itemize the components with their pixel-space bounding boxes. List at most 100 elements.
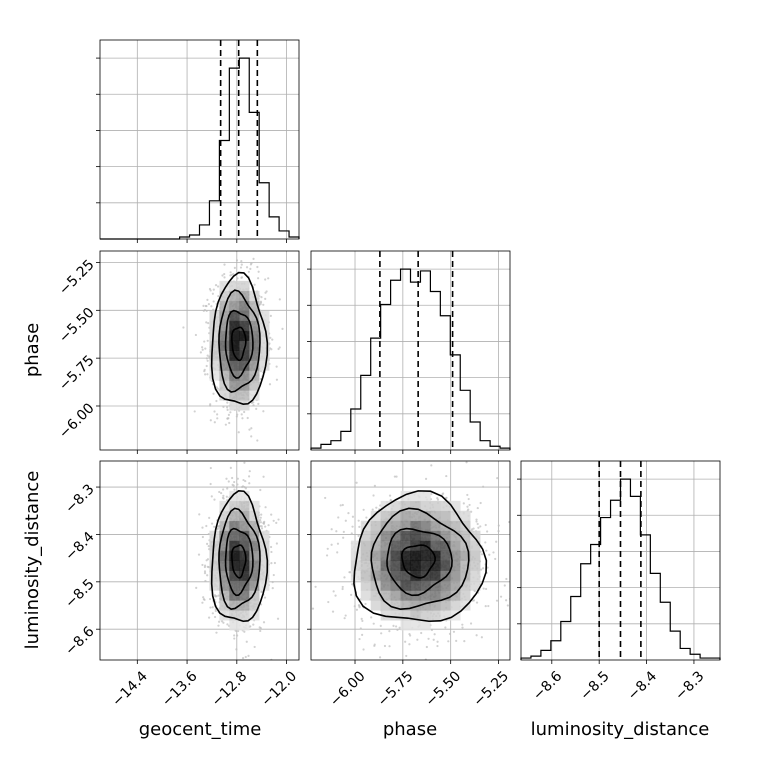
- sample-point: [475, 520, 478, 523]
- density-cell: [249, 590, 260, 601]
- sample-point: [275, 521, 278, 525]
- density-cell: [219, 580, 230, 591]
- sample-point: [256, 439, 259, 442]
- contour-level-2: [386, 527, 453, 597]
- density-cell: [229, 290, 240, 302]
- sample-point: [222, 494, 225, 497]
- sample-point: [477, 526, 480, 529]
- sample-point: [380, 632, 383, 635]
- sample-point: [358, 606, 361, 609]
- sample-point: [508, 520, 510, 524]
- sample-point: [447, 640, 450, 643]
- sample-point: [247, 270, 250, 273]
- sample-point: [209, 482, 212, 486]
- density-cell: [209, 550, 220, 561]
- sample-point: [276, 617, 280, 620]
- sample-point: [255, 407, 258, 410]
- sample-point: [244, 655, 247, 659]
- density-cell: [410, 600, 421, 611]
- sample-point: [270, 550, 273, 554]
- sample-point: [357, 519, 360, 522]
- sample-point: [201, 535, 204, 539]
- axes-frame: [310, 460, 511, 661]
- sample-point: [269, 347, 272, 350]
- sample-point: [365, 516, 368, 519]
- sample-point: [202, 596, 205, 599]
- density-cell: [380, 570, 391, 581]
- contour-level-1: [231, 326, 247, 362]
- histogram-geocent-time: [96, 39, 300, 243]
- sample-point: [205, 321, 208, 324]
- sample-point: [350, 532, 353, 535]
- sample-point: [264, 291, 267, 294]
- sample-point: [270, 562, 273, 565]
- sample-point: [241, 485, 244, 489]
- sample-point: [236, 634, 239, 637]
- sample-point: [195, 586, 198, 589]
- sample-point: [325, 554, 329, 557]
- density-cell: [420, 500, 431, 512]
- sample-point: [250, 435, 253, 438]
- sample-point: [445, 496, 448, 499]
- density-cell: [400, 530, 411, 541]
- sample-point: [388, 494, 392, 497]
- sample-point: [455, 639, 458, 643]
- sample-point: [476, 522, 479, 526]
- density-cell: [440, 580, 451, 591]
- sample-point: [217, 624, 220, 627]
- density-cell: [460, 540, 471, 551]
- sample-point: [357, 534, 360, 537]
- sample-point: [262, 410, 265, 413]
- density-cell: [219, 390, 230, 401]
- sample-point: [215, 631, 218, 634]
- sample-point: [226, 487, 229, 490]
- sample-point: [220, 491, 223, 495]
- sample-point: [240, 413, 243, 416]
- sample-point: [355, 481, 358, 484]
- density-cell: [209, 560, 220, 571]
- sample-point: [231, 476, 234, 480]
- density-cell: [259, 550, 270, 561]
- sample-point: [462, 502, 465, 505]
- sample-point: [233, 637, 236, 640]
- sample-point: [503, 584, 506, 587]
- sample-point: [205, 309, 208, 313]
- density-cell: [229, 600, 240, 611]
- density-cell: [350, 540, 362, 551]
- sample-point: [213, 594, 217, 597]
- density-cell: [430, 580, 441, 591]
- sample-point: [252, 623, 255, 626]
- sample-point: [197, 553, 201, 556]
- sample-point: [482, 587, 485, 590]
- density-cell: [370, 540, 381, 551]
- density-cell: [249, 390, 260, 401]
- sample-point: [327, 600, 330, 604]
- sample-point: [332, 590, 335, 593]
- sample-point: [233, 634, 236, 637]
- sample-point: [204, 347, 207, 350]
- density-cell: [440, 530, 451, 541]
- sample-point: [264, 506, 267, 509]
- density-cell: [410, 570, 421, 581]
- sample-point: [360, 617, 363, 621]
- density-cell: [370, 590, 381, 601]
- sample-point: [213, 615, 217, 619]
- sample-point: [211, 292, 214, 295]
- density-cell: [470, 540, 481, 551]
- sample-point: [480, 636, 483, 639]
- sample-point: [250, 262, 253, 265]
- sample-point: [237, 431, 240, 434]
- sample-point: [461, 623, 464, 626]
- sample-point: [201, 601, 204, 604]
- sample-point: [235, 415, 238, 418]
- sample-point: [206, 298, 209, 301]
- density-cell: [239, 500, 250, 512]
- sample-point: [204, 579, 207, 583]
- sample-point: [430, 464, 433, 467]
- density-cell: [229, 380, 240, 391]
- sample-point: [202, 309, 205, 312]
- density-cell: [239, 300, 250, 311]
- sample-point: [495, 540, 498, 543]
- sample-point: [201, 526, 204, 529]
- density-cell: [420, 620, 431, 631]
